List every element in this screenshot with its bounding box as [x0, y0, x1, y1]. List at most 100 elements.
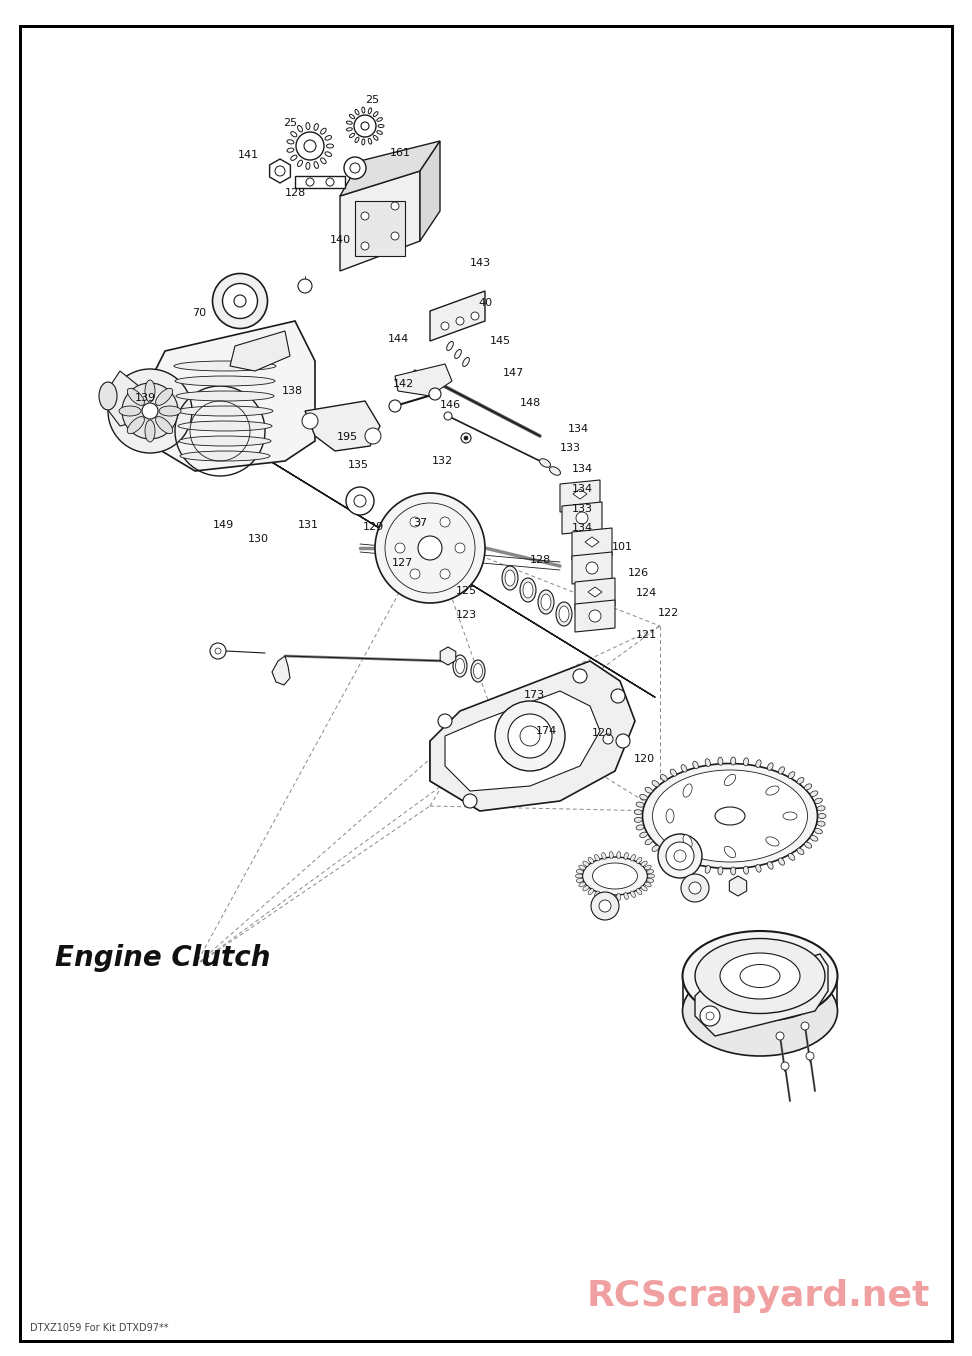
Ellipse shape — [99, 382, 117, 410]
Text: 125: 125 — [456, 586, 477, 597]
Ellipse shape — [556, 602, 572, 626]
Text: 148: 148 — [520, 399, 541, 408]
Ellipse shape — [637, 857, 642, 864]
Ellipse shape — [583, 885, 589, 891]
Polygon shape — [340, 141, 440, 197]
Text: 70: 70 — [192, 308, 206, 319]
Ellipse shape — [325, 136, 331, 140]
Circle shape — [375, 494, 485, 603]
Ellipse shape — [797, 777, 804, 784]
Circle shape — [361, 212, 369, 220]
Ellipse shape — [576, 869, 583, 873]
Circle shape — [674, 850, 686, 862]
Text: 40: 40 — [478, 298, 492, 308]
Text: 133: 133 — [560, 443, 581, 453]
Polygon shape — [560, 480, 600, 513]
Polygon shape — [573, 490, 587, 499]
Circle shape — [520, 725, 540, 746]
Ellipse shape — [127, 416, 145, 434]
Text: 133: 133 — [572, 504, 593, 514]
Ellipse shape — [321, 129, 327, 134]
Text: 134: 134 — [572, 464, 593, 475]
Ellipse shape — [377, 130, 382, 134]
Ellipse shape — [314, 123, 319, 130]
Ellipse shape — [744, 866, 748, 875]
Text: DTXZ1059 For Kit DTXD97**: DTXZ1059 For Kit DTXD97** — [30, 1323, 168, 1333]
Ellipse shape — [176, 391, 274, 401]
Ellipse shape — [640, 833, 647, 838]
Ellipse shape — [287, 148, 294, 152]
Ellipse shape — [806, 1052, 814, 1060]
Circle shape — [410, 570, 420, 579]
Circle shape — [298, 279, 312, 293]
Ellipse shape — [368, 108, 371, 114]
Ellipse shape — [306, 122, 310, 130]
Ellipse shape — [783, 812, 797, 820]
Ellipse shape — [373, 111, 378, 117]
Ellipse shape — [731, 866, 736, 875]
Text: 120: 120 — [634, 754, 655, 763]
Text: 134: 134 — [568, 424, 589, 434]
Polygon shape — [575, 578, 615, 610]
Text: 134: 134 — [572, 484, 593, 494]
Ellipse shape — [578, 865, 585, 869]
Ellipse shape — [660, 774, 667, 781]
Ellipse shape — [588, 857, 594, 864]
Text: 25: 25 — [365, 95, 379, 104]
Ellipse shape — [609, 852, 613, 858]
Ellipse shape — [306, 163, 310, 170]
Ellipse shape — [817, 805, 825, 811]
Ellipse shape — [644, 865, 651, 869]
Ellipse shape — [327, 144, 333, 148]
Bar — [295, 176, 345, 188]
Ellipse shape — [177, 405, 273, 416]
Ellipse shape — [291, 155, 296, 160]
Ellipse shape — [473, 663, 482, 678]
Ellipse shape — [223, 283, 258, 319]
Ellipse shape — [682, 932, 838, 1021]
Circle shape — [444, 412, 452, 420]
Circle shape — [275, 165, 285, 176]
Ellipse shape — [683, 784, 692, 797]
Ellipse shape — [645, 788, 652, 793]
Text: 101: 101 — [612, 542, 633, 552]
Ellipse shape — [705, 865, 711, 873]
Circle shape — [700, 1006, 720, 1026]
Ellipse shape — [463, 358, 469, 366]
Ellipse shape — [815, 799, 822, 804]
Ellipse shape — [145, 380, 155, 401]
Ellipse shape — [624, 853, 628, 860]
Circle shape — [354, 495, 366, 507]
Ellipse shape — [447, 342, 453, 350]
Ellipse shape — [768, 763, 773, 770]
Circle shape — [354, 115, 376, 137]
Text: 174: 174 — [536, 725, 557, 736]
Circle shape — [441, 321, 449, 330]
Polygon shape — [305, 401, 380, 452]
Ellipse shape — [505, 570, 515, 586]
Ellipse shape — [378, 125, 384, 127]
Text: Engine Clutch: Engine Clutch — [55, 944, 270, 972]
Ellipse shape — [595, 854, 600, 861]
Ellipse shape — [681, 765, 687, 772]
Circle shape — [589, 610, 601, 622]
Polygon shape — [572, 527, 612, 560]
Ellipse shape — [297, 160, 302, 167]
Text: 135: 135 — [348, 460, 369, 471]
Ellipse shape — [297, 126, 302, 132]
Ellipse shape — [455, 350, 462, 358]
Polygon shape — [255, 452, 655, 697]
Ellipse shape — [559, 606, 569, 622]
Ellipse shape — [768, 861, 773, 869]
Ellipse shape — [766, 837, 780, 846]
Ellipse shape — [631, 891, 636, 898]
Circle shape — [418, 536, 442, 560]
Ellipse shape — [325, 152, 331, 156]
Ellipse shape — [683, 835, 692, 848]
Circle shape — [440, 517, 450, 527]
Circle shape — [306, 178, 314, 186]
Polygon shape — [105, 372, 145, 426]
Circle shape — [681, 875, 709, 902]
Ellipse shape — [646, 879, 653, 883]
Text: 120: 120 — [592, 728, 613, 738]
